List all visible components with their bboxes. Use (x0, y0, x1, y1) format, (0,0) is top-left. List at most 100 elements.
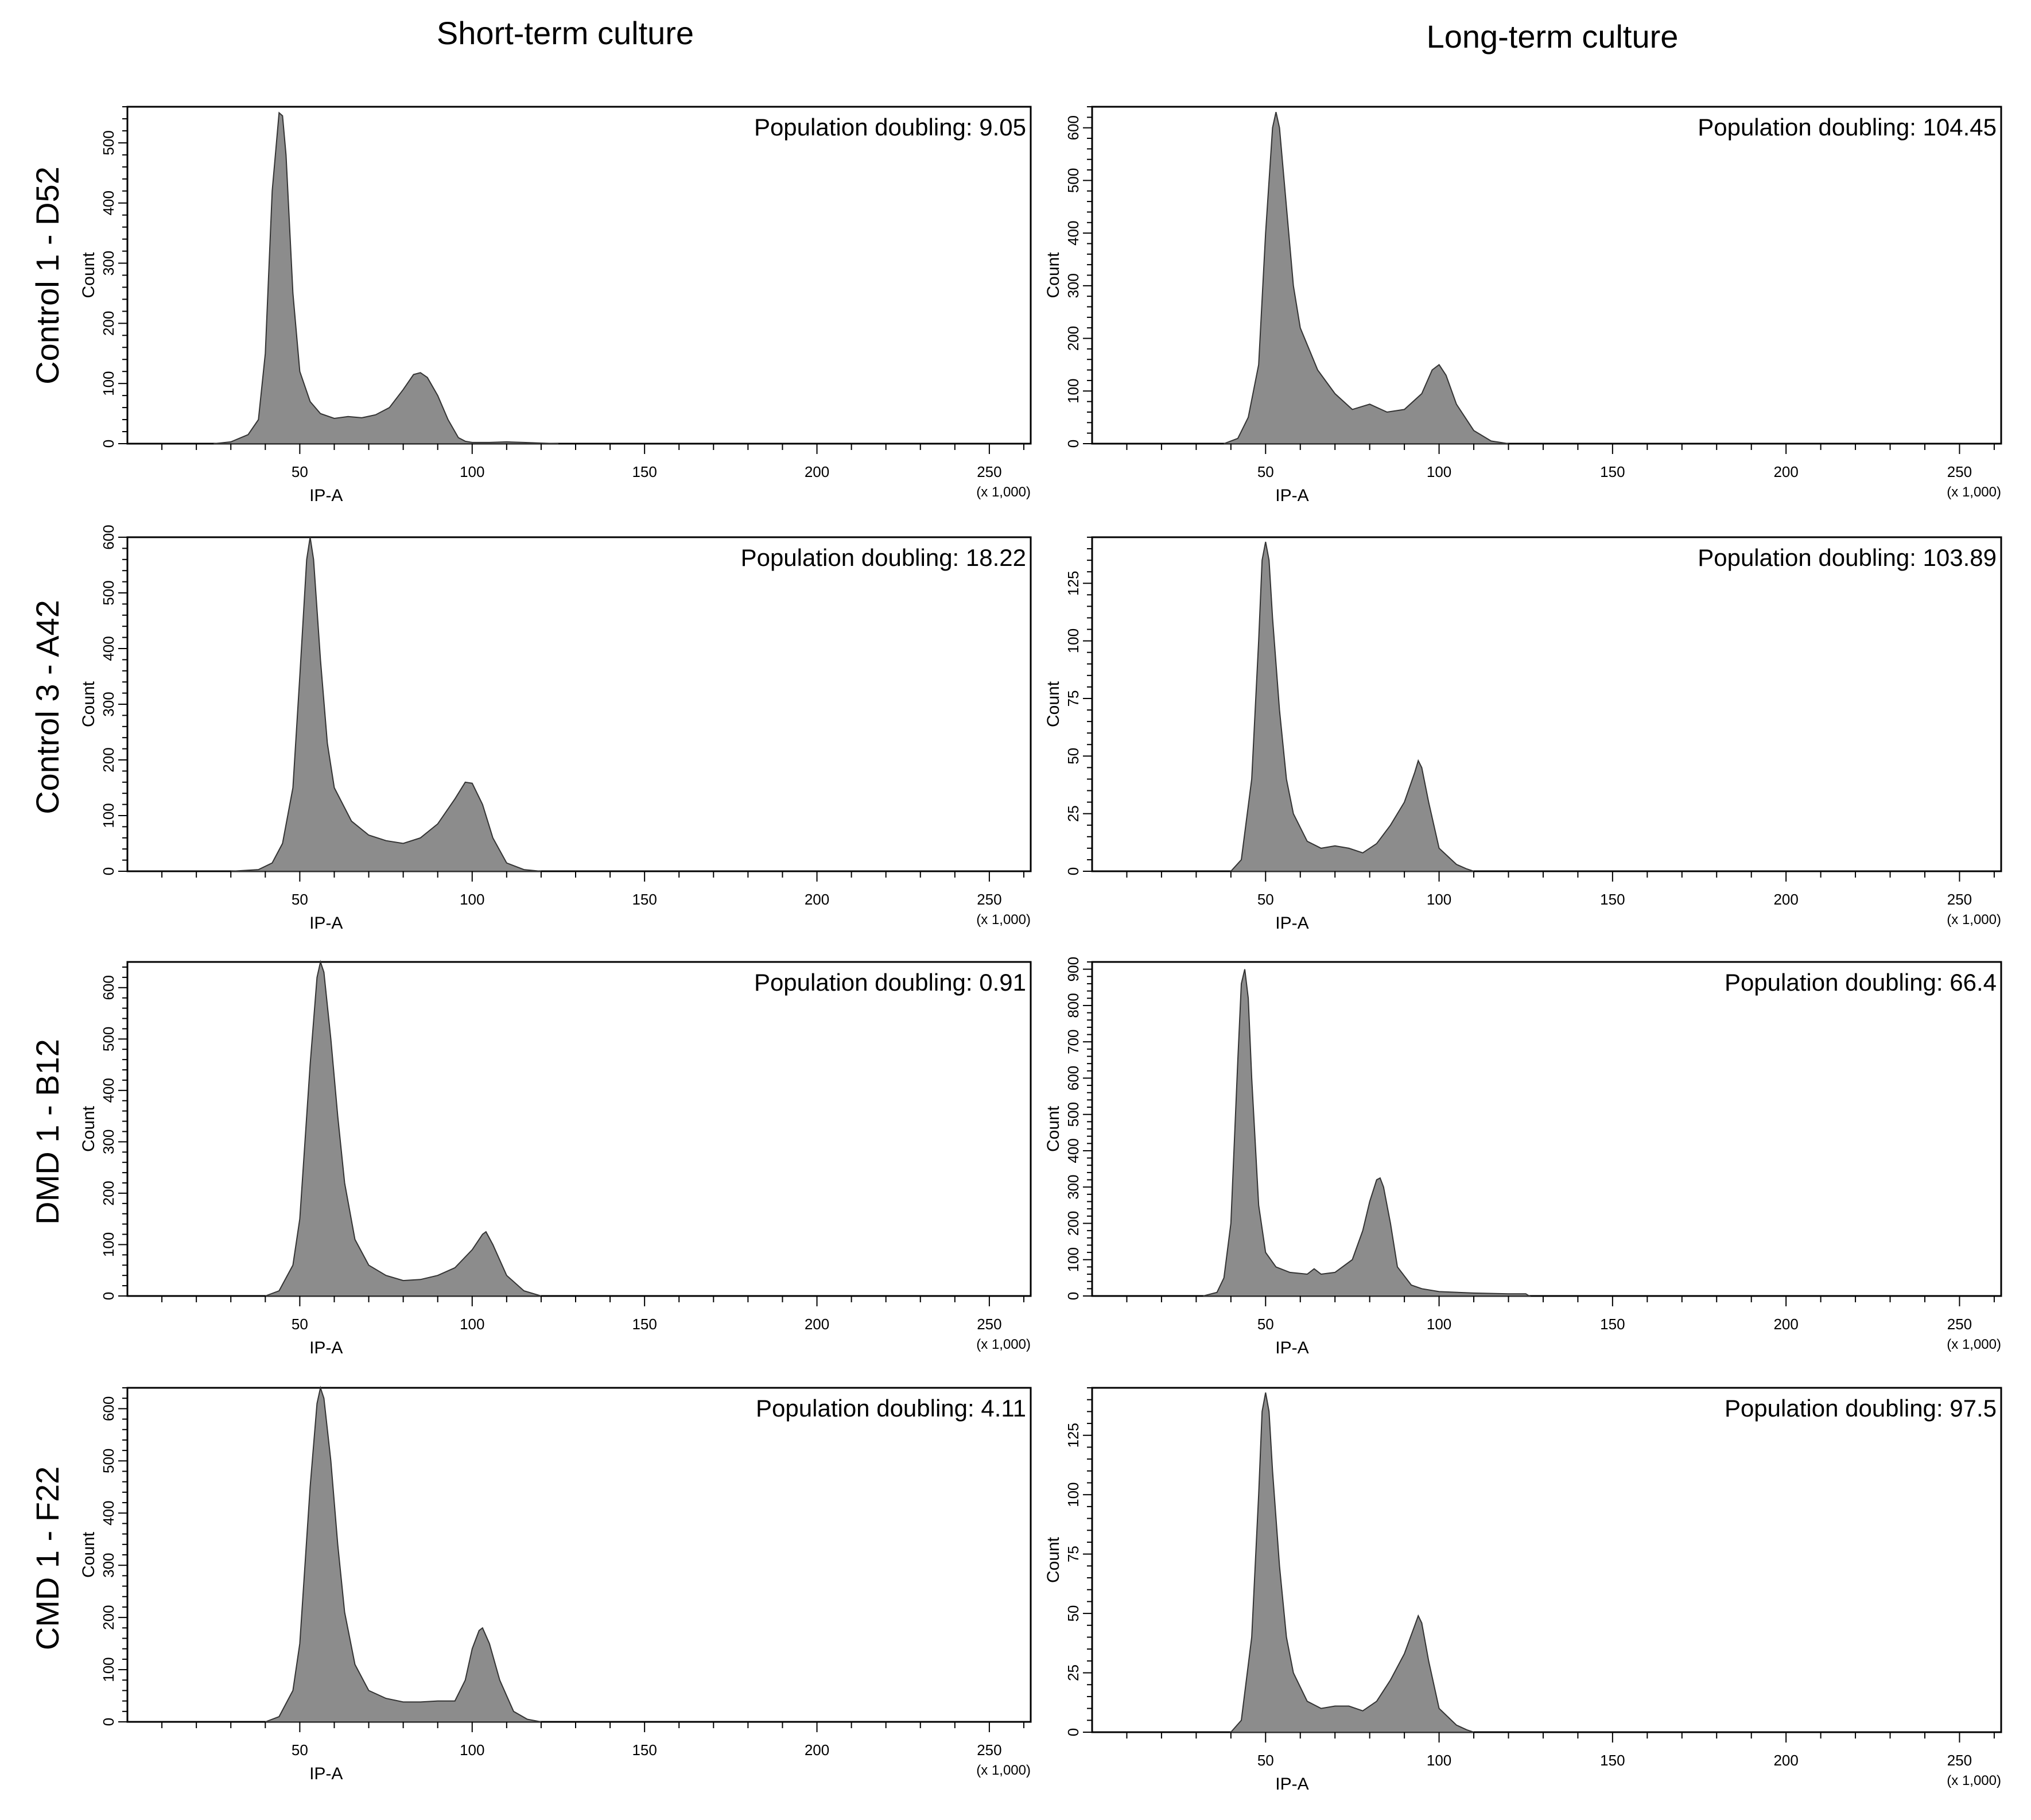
y-tick-label: 600 (1065, 1066, 1082, 1091)
x-tick-label: 200 (1773, 463, 1798, 480)
y-tick-label: 400 (100, 191, 117, 215)
histogram-area (231, 537, 541, 872)
x-tick-label: 50 (292, 891, 308, 908)
x-axis-label: IP-A (309, 486, 343, 505)
y-axis-label: Count (79, 1531, 98, 1578)
y-tick-label: 500 (1065, 1102, 1082, 1127)
histogram-area (1224, 111, 1509, 444)
y-tick-label: 50 (1065, 1605, 1082, 1622)
x-tick-label: 250 (1947, 1752, 1972, 1769)
population-doubling-label: Population doubling: 4.11 (756, 1395, 1026, 1422)
plot-frame (126, 1387, 1032, 1723)
histogram-panels: 50 100 150 200 250(x 1,000)IP-A0100200300400… (79, 106, 2002, 1794)
x-tick-label: 250 (1947, 891, 1972, 908)
row-label-dmd-1: DMD 1 - B12 (29, 1039, 65, 1225)
y-tick-label: 600 (100, 975, 117, 1000)
y-tick-label: 100 (100, 371, 117, 395)
x-tick-label: 250 (977, 891, 1001, 908)
population-doubling-label: Population doubling: 18.22 (741, 544, 1026, 571)
population-doubling-label: Population doubling: 66.4 (1725, 969, 1997, 996)
population-doubling-label: Population doubling: 103.89 (1698, 544, 1997, 571)
y-tick-label: 200 (1065, 326, 1082, 351)
x-axis-label: IP-A (1275, 1775, 1308, 1794)
population-doubling-label: Population doubling: 9.05 (754, 114, 1026, 141)
y-tick-label: 25 (1065, 1664, 1082, 1681)
population-doubling-label: Population doubling: 97.5 (1725, 1395, 1997, 1422)
x-tick-label: 250 (1947, 463, 1972, 480)
row-label-cmd-1: CMD 1 - F22 (29, 1466, 65, 1651)
x-tick-label: 200 (805, 463, 829, 480)
x-tick-label: 100 (1427, 1315, 1451, 1333)
y-tick-label: 0 (1065, 867, 1082, 875)
histogram-panel: 50 100 150 200 250 (x 1,000) IP-A 0 100 200 300 400… (79, 960, 1032, 1357)
x-tick-label: 250 (977, 1315, 1001, 1333)
y-tick-label: 125 (1065, 1423, 1082, 1448)
x-multiplier-label: (x 1,000) (1947, 912, 2001, 928)
x-tick-label: 150 (632, 1315, 657, 1333)
y-tick-label: 100 (100, 1657, 117, 1682)
histogram-area (1229, 541, 1474, 872)
y-tick-label: 0 (100, 867, 117, 875)
row-label-control-1: Control 1 - D52 (29, 166, 65, 385)
y-tick-label: 100 (1065, 1247, 1082, 1272)
y-tick-label: 200 (100, 1181, 117, 1205)
y-tick-label: 800 (1065, 993, 1082, 1018)
y-tick-label: 100 (1065, 628, 1082, 653)
y-tick-label: 200 (100, 747, 117, 772)
y-tick-label: 75 (1065, 1546, 1082, 1562)
y-tick-label: 0 (100, 1292, 117, 1300)
histogram-area (265, 960, 542, 1297)
x-tick-label: 50 (1257, 463, 1274, 480)
x-tick-label: 100 (460, 891, 484, 908)
y-tick-label: 600 (100, 1396, 117, 1421)
plot-frame (1091, 1387, 2002, 1733)
x-tick-label: 100 (460, 1315, 484, 1333)
y-tick-label: 500 (1065, 168, 1082, 193)
histogram-panel: 50 100 150 200 250 (x 1,000) IP-A 0 100 200 300 400… (79, 1386, 1032, 1783)
y-tick-label: 600 (100, 525, 117, 549)
y-tick-label: 300 (100, 692, 117, 716)
histogram-area (1203, 969, 1532, 1297)
plot-frame (1091, 536, 2002, 872)
x-tick-label: 200 (805, 891, 829, 908)
column-title-short-term: Short-term culture (437, 15, 694, 51)
x-tick-label: 200 (1773, 891, 1798, 908)
x-tick-label: 50 (292, 1315, 308, 1333)
histogram-area (1229, 1392, 1474, 1733)
y-tick-label: 50 (1065, 748, 1082, 765)
x-axis-label: IP-A (309, 914, 343, 933)
x-tick-label: 150 (1600, 1752, 1625, 1769)
x-multiplier-label: (x 1,000) (976, 1763, 1031, 1778)
y-axis-label: Count (79, 681, 98, 727)
y-tick-label: 200 (1065, 1211, 1082, 1236)
histogram-area (265, 1386, 542, 1722)
y-tick-label: 400 (100, 1501, 117, 1526)
y-axis-label: Count (1044, 252, 1063, 298)
y-tick-label: 125 (1065, 571, 1082, 596)
x-tick-label: 50 (1257, 891, 1274, 908)
x-tick-label: 200 (805, 1741, 829, 1759)
y-tick-label: 600 (1065, 115, 1082, 140)
x-axis-label: IP-A (309, 1338, 343, 1357)
y-axis-label: Count (1044, 681, 1063, 727)
x-tick-label: 150 (1600, 891, 1625, 908)
y-tick-label: 100 (100, 1232, 117, 1257)
population-doubling-label: Population doubling: 104.45 (1698, 114, 1997, 141)
x-tick-label: 100 (460, 1741, 484, 1759)
y-tick-label: 100 (100, 803, 117, 828)
population-doubling-label: Population doubling: 0.91 (754, 969, 1026, 996)
x-axis-label: IP-A (1275, 914, 1308, 933)
y-tick-label: 300 (100, 251, 117, 275)
x-tick-label: 250 (1947, 1315, 1972, 1333)
x-tick-label: 100 (460, 463, 484, 480)
x-tick-label: 50 (1257, 1315, 1274, 1333)
y-tick-label: 500 (100, 130, 117, 155)
y-tick-label: 0 (100, 440, 117, 448)
y-tick-label: 100 (1065, 379, 1082, 403)
x-multiplier-label: (x 1,000) (976, 912, 1031, 928)
y-tick-label: 100 (1065, 1483, 1082, 1507)
row-label-control-3: Control 3 - A42 (29, 600, 65, 814)
y-tick-label: 500 (100, 1027, 117, 1051)
histogram-panel: 50 100 150 200 250 (x 1,000) IP-A 0 100 200 300 400… (1044, 106, 2002, 505)
